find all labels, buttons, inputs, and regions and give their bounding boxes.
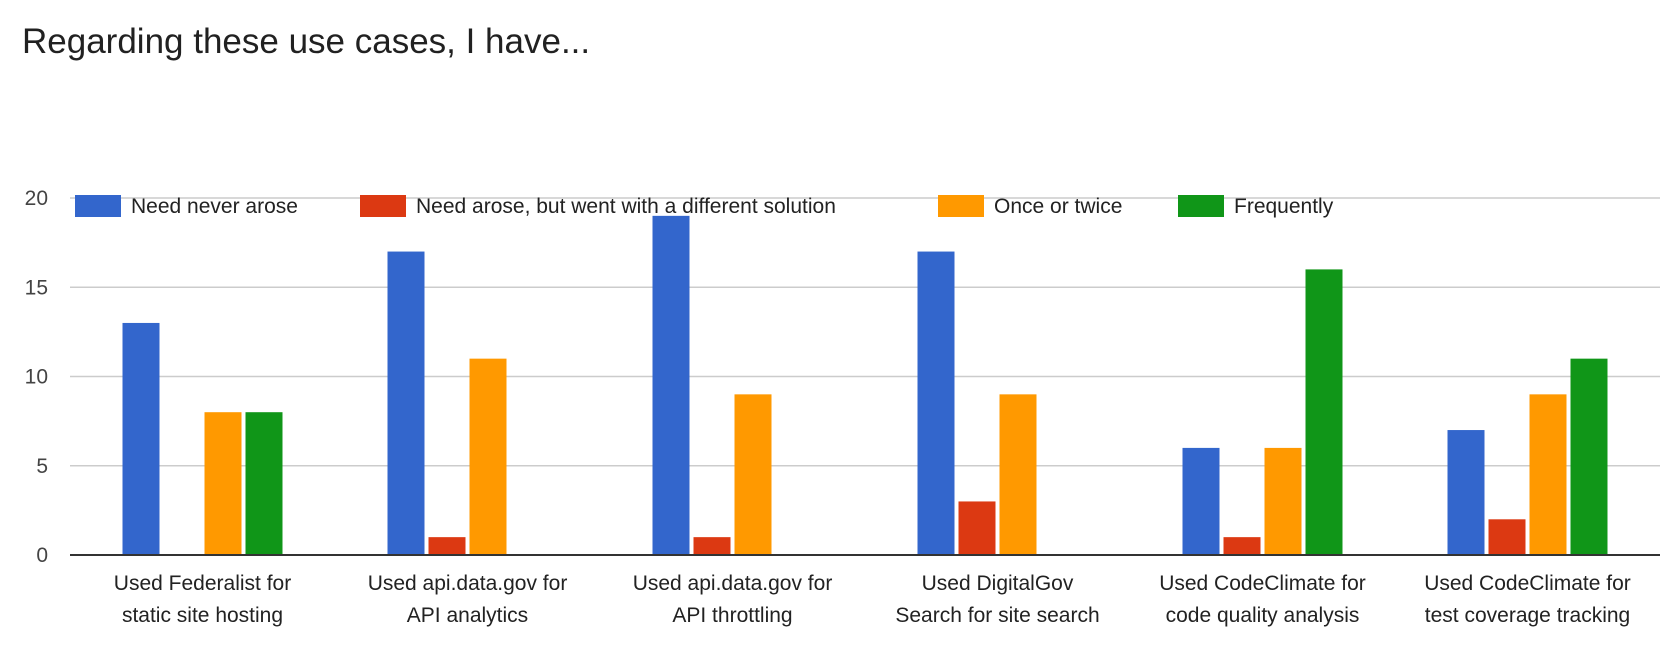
legend-label: Need arose, but went with a different so…: [416, 195, 836, 218]
x-tick-label: Used CodeClimate for: [1424, 572, 1631, 595]
gridlines: [70, 197, 1660, 467]
bar: [204, 412, 242, 555]
legend-label: Frequently: [1234, 195, 1334, 218]
x-tick-label: Used DigitalGov: [922, 572, 1074, 595]
bar: [1488, 519, 1526, 555]
y-tick-label: 15: [25, 276, 48, 299]
bar: [122, 322, 160, 555]
bar: [958, 501, 996, 555]
bar: [652, 215, 690, 555]
bar: [245, 412, 283, 555]
x-tick-label: Used Federalist for: [114, 572, 291, 595]
bar: [387, 251, 425, 556]
legend-label: Once or twice: [994, 195, 1122, 218]
bar: [999, 394, 1037, 555]
y-tick-label: 10: [25, 366, 48, 389]
legend-swatch: [360, 195, 406, 217]
x-tick-label: API throttling: [672, 604, 792, 627]
bar: [469, 358, 507, 555]
y-tick-label: 5: [36, 455, 48, 478]
axes: 0 5 10 15 20 Used Federalist for static site h…: [25, 187, 1660, 627]
legend-swatch: [75, 195, 121, 217]
x-tick-label: API analytics: [407, 604, 528, 627]
y-tick-label: 20: [25, 187, 48, 210]
legend-swatch: [1178, 195, 1224, 217]
x-tick-label: Used api.data.gov for: [633, 572, 833, 595]
bar: [1264, 447, 1302, 555]
x-tick-label: test coverage tracking: [1425, 604, 1630, 627]
x-tick-label: code quality analysis: [1166, 604, 1360, 627]
bar: [1223, 537, 1261, 555]
x-tick-label: Search for site search: [895, 604, 1099, 627]
bar: [693, 537, 731, 555]
bar: [1447, 430, 1485, 555]
legend-label: Need never arose: [131, 195, 298, 218]
bar: [917, 251, 955, 556]
x-tick-label: Used CodeClimate for: [1159, 572, 1366, 595]
legend-swatch: [938, 195, 984, 217]
x-tick-label: static site hosting: [122, 604, 283, 627]
bars: [122, 215, 1608, 556]
bar: [1570, 358, 1608, 555]
bar: [1529, 394, 1567, 555]
bar: [734, 394, 772, 555]
legend: Need never arose Need arose, but went wit…: [75, 195, 1334, 218]
y-tick-label: 0: [36, 544, 48, 567]
bar: [428, 537, 466, 555]
bar: [1305, 269, 1343, 555]
bar: [1182, 447, 1220, 555]
x-tick-label: Used api.data.gov for: [368, 572, 568, 595]
chart-title: Regarding these use cases, I have...: [22, 22, 591, 61]
